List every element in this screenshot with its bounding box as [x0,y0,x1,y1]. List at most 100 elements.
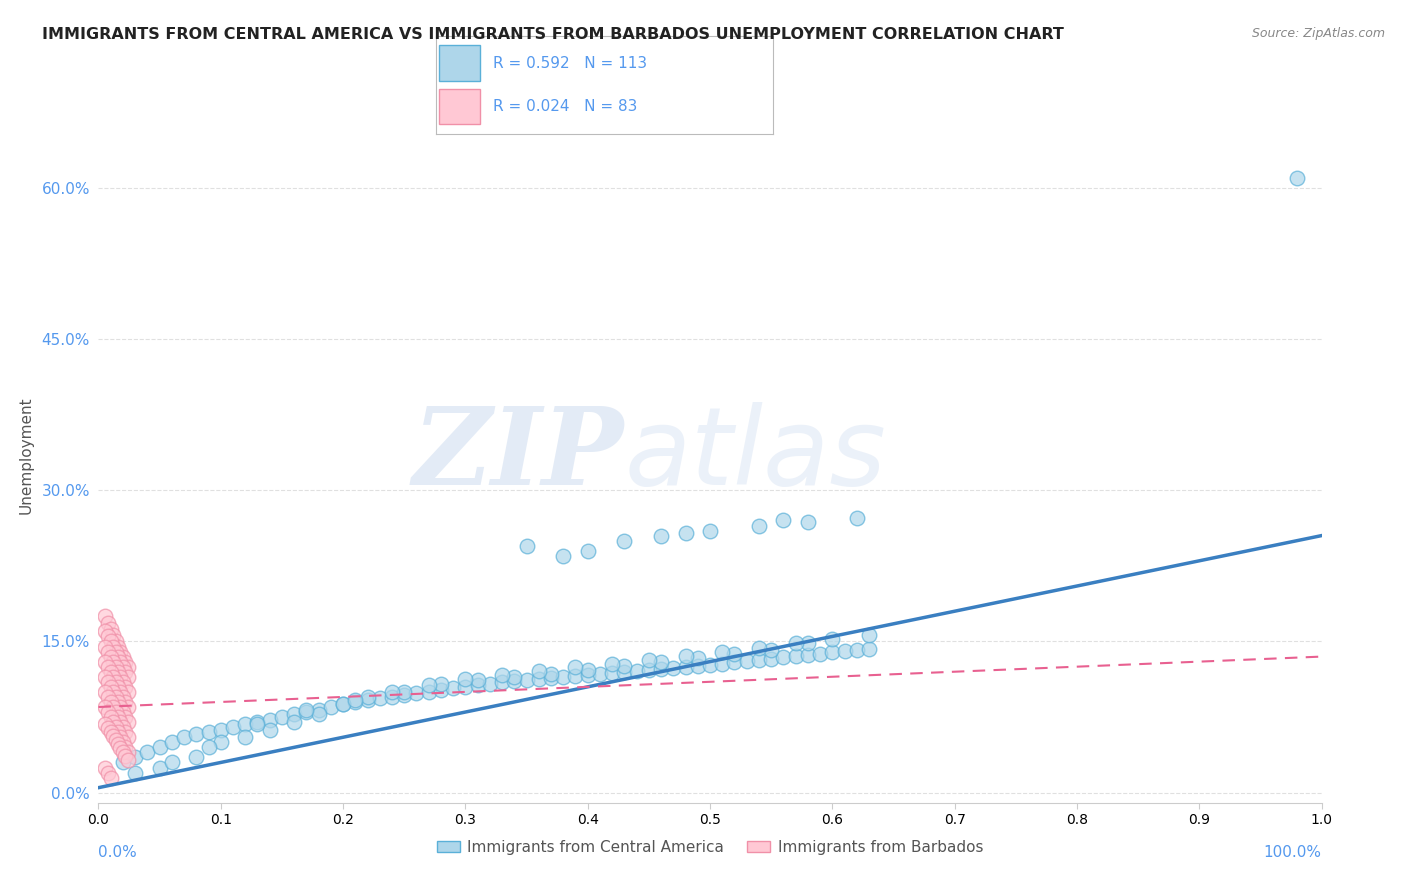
Point [100,623,122,637]
Text: Source: ZipAtlas.com: Source: ZipAtlas.com [1251,27,1385,40]
Point [613,658,636,673]
Point [93,717,115,731]
Point [107,710,129,724]
Point [104,634,127,648]
Point [1286,170,1309,185]
Point [222,720,245,734]
Point [110,655,132,669]
Point [626,664,648,678]
Point [356,690,378,704]
Point [344,695,367,709]
Point [699,657,721,672]
Point [308,707,330,722]
Text: R = 0.024   N = 83: R = 0.024 N = 83 [494,99,637,114]
Point [97,616,120,631]
Text: R = 0.592   N = 113: R = 0.592 N = 113 [494,55,647,70]
Point [110,715,132,730]
Point [332,697,354,711]
Point [259,723,281,738]
Point [104,720,127,734]
Point [97,659,120,673]
Point [97,721,120,735]
Point [430,677,453,691]
FancyBboxPatch shape [439,88,479,124]
Point [748,640,770,655]
Point [101,685,124,699]
Point [100,680,122,694]
Point [93,760,115,774]
Point [650,655,672,669]
Point [564,659,586,673]
Y-axis label: Unemployment: Unemployment [18,396,34,514]
Point [101,655,124,669]
Point [553,670,575,684]
Point [93,640,115,654]
Point [93,624,115,639]
Point [100,771,122,785]
Point [441,681,464,695]
Point [111,720,134,734]
Point [100,695,122,709]
Point [197,740,219,755]
Point [295,705,318,719]
Point [662,661,685,675]
Point [107,665,129,679]
Point [97,629,120,643]
Point [392,688,416,702]
Point [637,663,661,677]
Point [117,745,139,759]
Point [600,657,623,671]
Point [101,715,124,730]
Point [686,650,709,665]
Point [93,670,115,684]
Point [173,731,195,745]
Point [600,665,623,680]
Point [650,662,672,676]
Point [576,667,599,681]
Point [117,715,139,730]
Point [540,671,562,685]
Point [576,663,599,677]
Point [686,658,709,673]
Point [233,731,256,745]
Point [270,710,294,724]
Point [186,727,208,741]
Point [711,657,734,671]
Point [117,700,139,714]
Point [136,745,159,759]
Point [808,647,831,661]
Point [117,685,139,699]
Point [186,750,208,764]
Point [100,725,122,739]
Point [711,644,734,658]
Point [785,648,807,663]
Point [283,715,305,730]
Point [97,644,120,658]
Point [821,632,844,647]
Point [111,745,134,759]
Point [515,673,537,687]
Point [491,674,513,689]
Point [637,652,661,666]
Point [553,549,575,563]
Point [104,705,127,719]
Point [97,690,120,704]
Point [104,733,127,747]
Point [454,672,477,686]
Point [356,693,378,707]
Point [845,511,868,525]
Point [834,643,856,657]
Point [101,700,124,714]
Point [100,665,122,679]
Point [160,756,183,770]
Point [723,655,745,669]
Point [114,740,136,755]
Point [93,609,115,624]
Point [93,685,115,699]
Point [233,717,256,731]
Point [418,678,440,692]
Point [117,731,139,745]
Point [418,685,440,699]
Point [117,754,139,768]
Point [110,741,132,756]
